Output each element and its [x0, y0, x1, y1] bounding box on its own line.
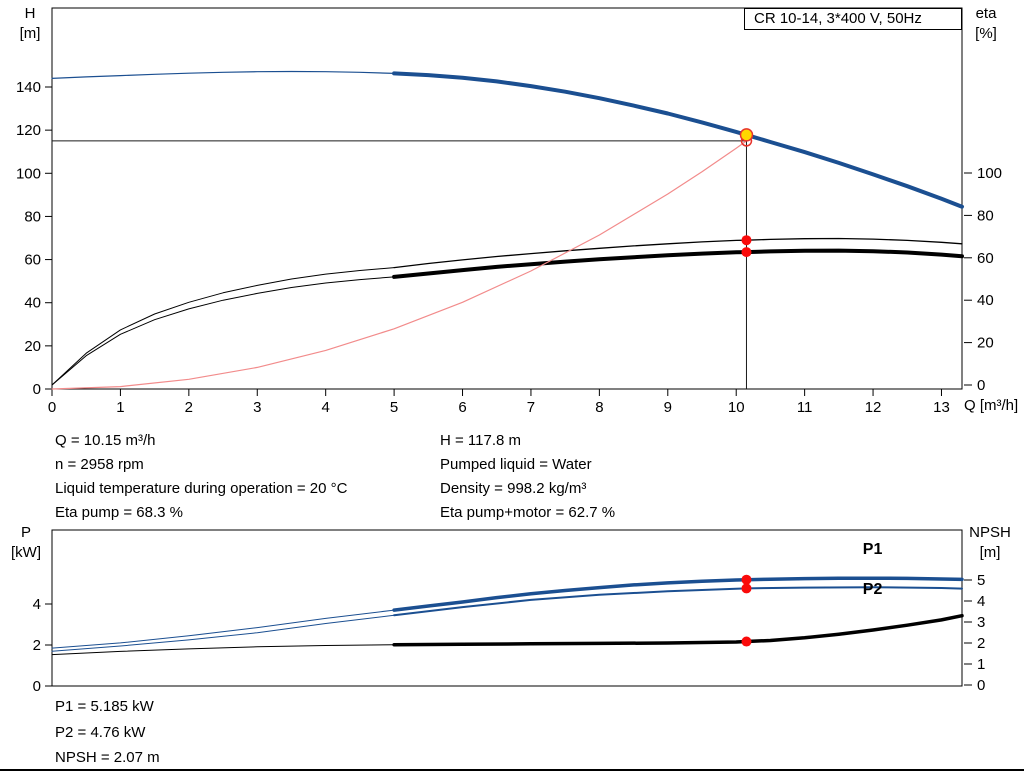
info-line-temp: Liquid temperature during operation = 20…: [55, 480, 348, 497]
y-left-tick-label: 40: [24, 295, 41, 312]
info-line-liquid: Pumped liquid = Water: [440, 456, 592, 473]
y-right-tick-label: 100: [977, 165, 1002, 182]
y-left-tick-label: 4: [33, 596, 41, 613]
npsh-curve: [392, 613, 964, 647]
eta-pump-curve-low-flow: [51, 267, 395, 386]
y-right-tick-label: 0: [977, 677, 985, 694]
y-right-tick-label: 1: [977, 656, 985, 673]
head-efficiency-chart: 0 1 2 3 4 5 6 7 8 9 10 11 12 130204060801001201400204…: [16, 7, 1002, 416]
x-tick-label: 8: [595, 399, 603, 416]
y-left-tick-label: 60: [24, 252, 41, 269]
x-tick-label: 12: [865, 399, 882, 416]
info-line-h: H = 117.8 m: [440, 432, 522, 449]
p2-point: [741, 583, 752, 594]
y-left-tick-label: 140: [16, 79, 41, 96]
hq-curve: [392, 71, 964, 209]
eta-pump-motor-point: [741, 247, 752, 258]
hq-curve-low-flow: [51, 70, 395, 80]
y-left-tick-label: 120: [16, 122, 41, 139]
x-tick-label: 11: [797, 399, 813, 416]
y-right-tick-label: 2: [977, 635, 985, 652]
x-tick-label: 4: [322, 399, 330, 416]
x-tick-label: 7: [527, 399, 535, 416]
p-axis-title: P: [20, 524, 31, 541]
y-right-tick-label: 0: [977, 377, 985, 394]
npsh-axis-unit: [m]: [979, 544, 1001, 561]
y-left-tick-label: 0: [33, 678, 41, 695]
x-tick-label: 13: [933, 399, 950, 416]
x-tick-label: 10: [728, 399, 745, 416]
y-right-tick-label: 40: [977, 292, 994, 309]
eta-pump-curve: [393, 237, 963, 269]
plot-frame: [51, 529, 963, 687]
eta-pump-point: [741, 235, 752, 246]
npsh-curve-low-flow: [51, 644, 395, 656]
y-right-tick-label: 5: [977, 572, 985, 589]
duty-info-left-column: Q = 10.15 m³/h n = 2958 rpm Liquid tempe…: [55, 429, 347, 525]
y-left-tick-label: 2: [33, 637, 41, 654]
info-line-q: Q = 10.15 m³/h: [55, 432, 156, 449]
x-tick-label: 2: [185, 399, 193, 416]
info-line-p2: P2 = 4.76 kW: [55, 723, 146, 741]
eta-axis-title: eta: [975, 5, 997, 22]
p-axis-unit: [kW]: [11, 544, 41, 561]
info-line-npsh: NPSH = 2.07 m: [55, 749, 160, 766]
x-tick-label: 9: [664, 399, 672, 416]
y-left-tick-label: 0: [33, 381, 41, 398]
plot-frame: [51, 7, 963, 390]
y-right-tick-label: 20: [977, 335, 994, 352]
npsh-axis-title: NPSH: [969, 524, 1011, 541]
npsh-point: [741, 636, 752, 647]
eta-pump-motor-curve-low-flow: [51, 276, 395, 386]
info-line-p1: P1 = 5.185 kW: [55, 698, 154, 715]
p1-curve: [392, 576, 964, 612]
duty-info-right-column: H = 117.8 m Pumped liquid = Water Densit…: [440, 429, 615, 525]
info-line-eta-pump: Eta pump = 68.3 %: [55, 504, 183, 521]
info-line-eta-pump-motor: Eta pump+motor = 62.7 %: [440, 504, 616, 521]
curve-label-P1: P1: [863, 541, 883, 558]
eta-pump-motor-curve: [392, 248, 964, 279]
info-line-density: Density = 998.2 kg/m³: [440, 480, 587, 497]
y-left-tick-label: 80: [24, 208, 41, 225]
p1-point: [741, 574, 752, 585]
eta-axis-unit: [%]: [975, 25, 997, 42]
y-right-tick-label: 60: [977, 250, 994, 267]
q-axis-title: Q [m³/h]: [964, 397, 1019, 414]
y-right-tick-label: 80: [977, 207, 994, 224]
x-tick-label: 6: [458, 399, 466, 416]
power-npsh-chart: 0 2 4 0 1 2 3 4 5 P1 P2: [33, 529, 985, 695]
y-right-tick-label: 3: [977, 614, 985, 631]
p2-curve-low-flow: [51, 614, 395, 652]
h-axis-title: H: [24, 5, 36, 22]
x-tick-label: 0: [48, 399, 56, 416]
system-curve: [51, 140, 748, 390]
bottom-divider: [0, 769, 1024, 771]
y-left-tick-label: 100: [16, 165, 41, 182]
info-line-n: n = 2958 rpm: [55, 456, 144, 473]
y-right-tick-label: 4: [977, 593, 985, 610]
x-tick-label: 5: [390, 399, 398, 416]
power-info-column: P1 = 5.185 kW P2 = 4.76 kW NPSH = 2.07 m: [55, 694, 160, 771]
pump-model-box: CR 10-14, 3*400 V, 50Hz: [744, 8, 962, 30]
p1-curve-low-flow: [51, 609, 395, 649]
x-tick-label: 1: [116, 399, 124, 416]
h-axis-unit: [m]: [19, 25, 41, 42]
y-left-tick-label: 20: [24, 338, 41, 355]
p2-curve: [393, 586, 963, 617]
curve-label-P2: P2: [863, 581, 883, 598]
x-tick-label: 3: [253, 399, 261, 416]
duty-point: [739, 128, 754, 142]
